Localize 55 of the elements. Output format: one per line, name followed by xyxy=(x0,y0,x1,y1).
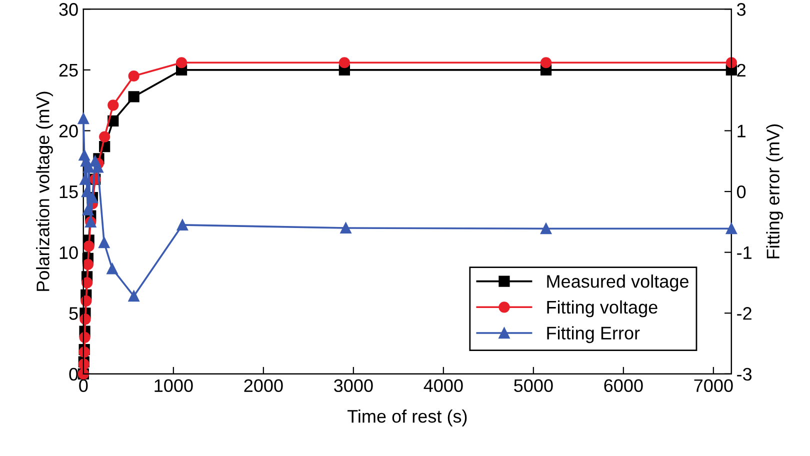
point xyxy=(340,222,352,234)
point xyxy=(78,113,89,124)
point xyxy=(128,91,140,102)
point xyxy=(83,162,94,173)
y2-tick-label: 0 xyxy=(736,185,746,198)
point xyxy=(128,290,140,302)
point xyxy=(540,57,552,68)
point xyxy=(79,332,90,343)
x-tick-label: 2000 xyxy=(244,379,283,392)
x-tick-label: 5000 xyxy=(514,379,553,392)
point xyxy=(81,186,93,198)
point xyxy=(99,131,110,142)
y-tick-label: 10 xyxy=(60,246,78,260)
legend-label: Fitting voltage xyxy=(547,300,658,318)
x-tick-label: 4000 xyxy=(424,379,463,392)
point xyxy=(83,240,94,252)
y2-tick-label: -1 xyxy=(737,246,752,259)
point xyxy=(82,258,94,270)
point xyxy=(80,174,91,185)
point xyxy=(338,57,350,68)
y2-axis-title: Fitting error (mV) xyxy=(766,124,784,258)
y2-tick-label: 3 xyxy=(736,3,746,16)
y-tick-label: 5 xyxy=(69,307,78,320)
y2-tick-label: -3 xyxy=(737,368,752,381)
point xyxy=(82,204,94,216)
point xyxy=(726,57,737,68)
y2-tick-label: -2 xyxy=(737,307,752,320)
x-tick-label: 1000 xyxy=(154,379,193,392)
y-axis-title: Polarization voltage (mV) xyxy=(36,92,53,291)
y-tick-label: 25 xyxy=(59,64,78,77)
y-tick-label: 15 xyxy=(60,186,78,198)
y2-tick-label: 2 xyxy=(737,64,746,76)
legend-label: Fitting Error xyxy=(547,326,640,344)
y2-tick-label: 1 xyxy=(738,124,746,138)
x-tick-label: 3000 xyxy=(334,379,373,392)
y-tick-label: 30 xyxy=(59,3,78,16)
point xyxy=(176,219,188,231)
point xyxy=(128,70,140,82)
x-tick-label: 6000 xyxy=(604,379,643,392)
point xyxy=(176,57,188,68)
y-tick-label: 20 xyxy=(59,124,78,138)
point xyxy=(80,295,92,307)
point xyxy=(106,263,118,274)
point xyxy=(80,314,91,325)
point xyxy=(726,223,737,234)
x-tick-label: 0 xyxy=(79,379,88,392)
point xyxy=(78,358,90,370)
point xyxy=(81,277,93,288)
point xyxy=(108,100,119,111)
point xyxy=(540,223,552,234)
x-tick-label: 7000 xyxy=(694,379,733,392)
x-axis-title: Time of rest (s) xyxy=(347,410,467,426)
legend-label: Measured voltage xyxy=(547,274,688,292)
y-tick-label: 0 xyxy=(69,368,78,381)
point xyxy=(98,237,110,248)
